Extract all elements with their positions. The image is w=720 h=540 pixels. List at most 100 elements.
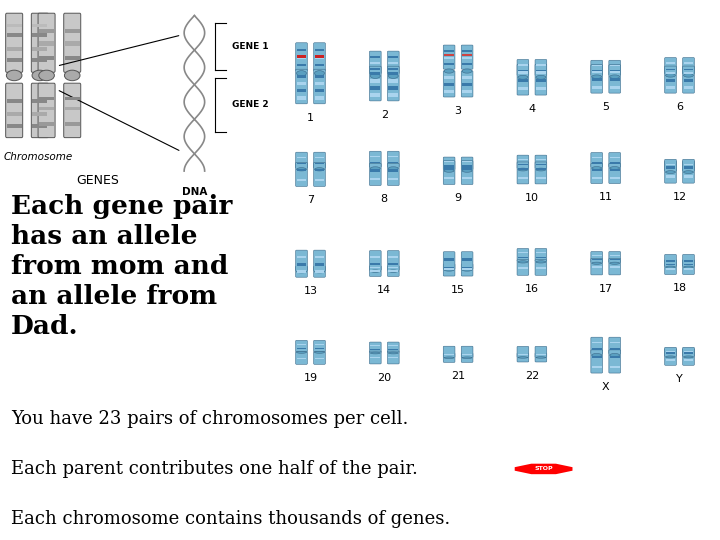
Bar (388, 156, 398, 157)
Bar (315, 263, 325, 266)
Ellipse shape (370, 167, 380, 170)
FancyBboxPatch shape (444, 45, 455, 69)
Ellipse shape (665, 266, 675, 268)
Bar (592, 259, 602, 260)
Bar (592, 86, 602, 89)
Text: 22: 22 (525, 371, 539, 381)
Ellipse shape (610, 75, 620, 78)
FancyBboxPatch shape (665, 347, 676, 365)
FancyBboxPatch shape (683, 254, 694, 274)
Bar (536, 159, 546, 160)
FancyBboxPatch shape (591, 153, 603, 167)
Bar (683, 351, 693, 352)
Bar (536, 168, 546, 170)
FancyBboxPatch shape (64, 83, 81, 138)
Ellipse shape (518, 261, 528, 263)
FancyBboxPatch shape (591, 350, 603, 373)
Bar (315, 256, 325, 258)
FancyBboxPatch shape (462, 353, 473, 357)
Ellipse shape (388, 270, 398, 272)
FancyBboxPatch shape (387, 151, 399, 167)
FancyBboxPatch shape (6, 13, 23, 72)
Bar (388, 170, 398, 172)
Bar (610, 259, 620, 260)
Bar (315, 163, 325, 164)
Bar (297, 49, 307, 51)
Text: 9: 9 (454, 193, 462, 204)
Text: X: X (602, 382, 610, 392)
FancyBboxPatch shape (296, 152, 307, 168)
Bar (592, 65, 602, 66)
Bar (297, 179, 307, 181)
Bar (32, 24, 48, 27)
FancyBboxPatch shape (609, 60, 621, 75)
FancyBboxPatch shape (314, 152, 325, 168)
Bar (370, 72, 380, 76)
Ellipse shape (610, 262, 620, 264)
Bar (518, 79, 528, 82)
Bar (315, 75, 325, 78)
Bar (370, 256, 380, 259)
FancyBboxPatch shape (517, 347, 528, 362)
FancyBboxPatch shape (369, 266, 381, 271)
Bar (536, 79, 546, 82)
Bar (444, 165, 454, 166)
Bar (610, 169, 620, 171)
Bar (536, 257, 546, 258)
Bar (6, 124, 22, 129)
Bar (6, 112, 22, 116)
Ellipse shape (665, 171, 675, 173)
Text: 17: 17 (598, 284, 613, 294)
Ellipse shape (683, 266, 693, 268)
Ellipse shape (32, 70, 48, 80)
Bar (297, 163, 307, 164)
Ellipse shape (592, 354, 602, 357)
Bar (462, 354, 472, 355)
Bar (462, 76, 472, 79)
Bar (388, 263, 398, 265)
Bar (592, 157, 602, 158)
Bar (39, 97, 54, 100)
Bar (39, 107, 54, 110)
Bar (592, 162, 602, 164)
Bar (315, 179, 325, 181)
Ellipse shape (536, 261, 546, 263)
FancyBboxPatch shape (517, 260, 528, 275)
Bar (444, 54, 454, 56)
FancyBboxPatch shape (387, 51, 399, 74)
Bar (683, 176, 693, 178)
Bar (665, 86, 675, 89)
Bar (388, 345, 398, 346)
Ellipse shape (370, 352, 380, 354)
Ellipse shape (462, 170, 472, 172)
Text: 16: 16 (525, 284, 539, 294)
Text: 8: 8 (381, 194, 388, 205)
Ellipse shape (315, 271, 325, 273)
Text: 10: 10 (525, 193, 539, 203)
Bar (610, 157, 620, 158)
Bar (39, 29, 54, 33)
Bar (518, 159, 528, 160)
Bar (39, 41, 54, 45)
FancyBboxPatch shape (296, 163, 307, 186)
FancyBboxPatch shape (683, 66, 694, 93)
FancyBboxPatch shape (296, 340, 307, 352)
Bar (462, 57, 472, 59)
Text: GENE 2: GENE 2 (232, 100, 269, 110)
Text: Y: Y (676, 374, 683, 384)
Text: GENE 1: GENE 1 (232, 42, 269, 51)
FancyBboxPatch shape (535, 353, 546, 357)
Bar (388, 56, 398, 58)
Text: 13: 13 (304, 286, 318, 296)
Ellipse shape (518, 75, 528, 79)
FancyBboxPatch shape (314, 266, 325, 271)
Bar (388, 93, 398, 97)
Bar (370, 86, 380, 90)
Text: 14: 14 (377, 285, 392, 295)
Bar (518, 168, 528, 170)
FancyBboxPatch shape (683, 348, 694, 356)
Bar (444, 90, 454, 93)
Bar (370, 357, 380, 359)
Ellipse shape (297, 271, 307, 273)
FancyBboxPatch shape (32, 83, 48, 138)
